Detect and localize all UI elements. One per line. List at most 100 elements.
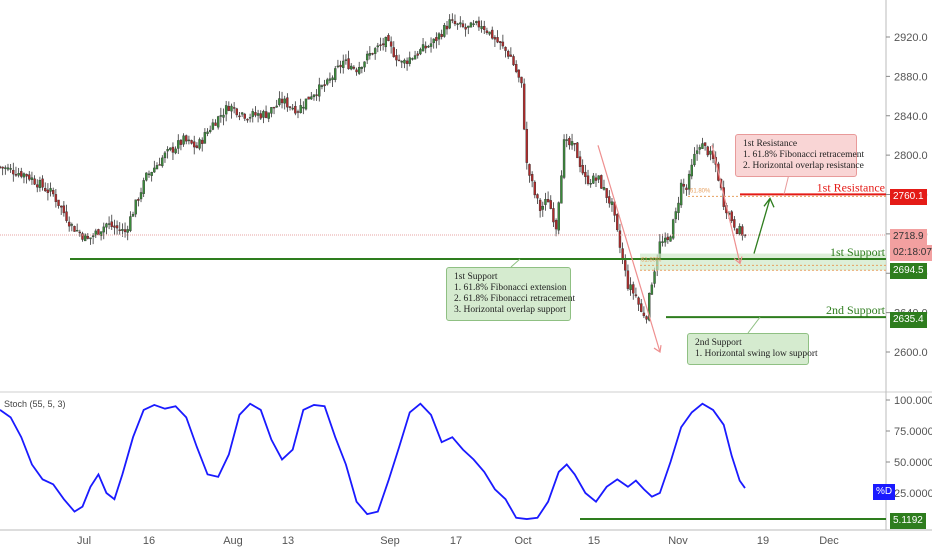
candle-body xyxy=(235,108,239,116)
candle-body xyxy=(216,116,220,128)
support-zone xyxy=(640,253,886,271)
candle-body xyxy=(347,58,350,70)
candle-body xyxy=(6,167,10,170)
candle-body xyxy=(302,106,305,109)
candle-body xyxy=(65,211,68,221)
time-tick-label: Aug xyxy=(223,535,243,547)
candle-body xyxy=(427,46,430,48)
candle-body xyxy=(493,37,497,40)
candle-body xyxy=(363,61,366,68)
level-label: 1st Support xyxy=(830,245,886,259)
time-tick-label: 15 xyxy=(588,535,600,547)
candle-body xyxy=(682,184,686,187)
candle-body xyxy=(381,43,385,46)
candle-body xyxy=(331,77,334,80)
candle-body xyxy=(62,205,66,214)
candle-body xyxy=(562,139,566,178)
candle-body xyxy=(110,221,113,227)
candle-body xyxy=(459,22,462,25)
candle-body xyxy=(357,67,361,74)
countdown-badge: 02:18:07 xyxy=(890,245,932,261)
candle-body xyxy=(520,76,523,84)
price-tick-label: 2600.0 xyxy=(894,347,928,359)
candle-body xyxy=(350,65,353,70)
candle-body xyxy=(193,141,196,148)
candle-body xyxy=(578,156,582,167)
candle-body xyxy=(97,229,100,236)
candle-body xyxy=(709,150,712,155)
candle-body xyxy=(517,69,521,78)
candle-body xyxy=(408,57,411,64)
candle-body xyxy=(698,147,701,150)
candle-body xyxy=(650,284,654,295)
candle-body xyxy=(254,112,257,116)
candle-body xyxy=(538,199,542,211)
time-tick-label: 19 xyxy=(757,535,769,547)
candle-body xyxy=(28,174,31,180)
candle-body xyxy=(397,59,401,62)
candle-body xyxy=(541,206,544,210)
stoch-tick-label: 50.0000 xyxy=(894,457,932,469)
candle-body xyxy=(328,78,332,81)
candle-body xyxy=(195,145,199,148)
time-tick-label: Dec xyxy=(819,535,839,547)
candle-body xyxy=(400,61,403,63)
candle-body xyxy=(54,194,58,203)
candle-body xyxy=(453,20,457,25)
candle-body xyxy=(549,200,552,209)
support1-price-badge: 2694.5 xyxy=(890,263,927,279)
candle-body xyxy=(642,312,646,317)
candle-body xyxy=(389,41,393,47)
candle-body xyxy=(283,98,286,104)
time-tick-label: 16 xyxy=(143,535,155,547)
candle-body xyxy=(230,105,233,112)
candle-body xyxy=(483,26,486,30)
candle-body xyxy=(496,37,499,43)
candle-body xyxy=(557,202,560,231)
candle-body xyxy=(105,223,108,228)
candle-body xyxy=(653,271,656,284)
candle-body xyxy=(267,112,270,119)
candle-body xyxy=(137,199,140,201)
projection-leg xyxy=(711,145,741,264)
candle-body xyxy=(506,50,510,57)
candle-body xyxy=(318,84,321,97)
candle-body xyxy=(259,113,262,119)
candle-body xyxy=(203,132,207,144)
candle-body xyxy=(0,166,2,168)
candle-body xyxy=(594,177,598,181)
candle-body xyxy=(570,141,574,146)
candle-body xyxy=(57,199,60,206)
candle-body xyxy=(584,171,587,177)
candle-body xyxy=(440,34,443,37)
candle-body xyxy=(166,149,169,152)
stoch-series-badge: %D xyxy=(873,484,896,500)
candle-body xyxy=(139,192,143,200)
candle-body xyxy=(126,229,129,233)
candle-body xyxy=(671,219,675,239)
candle-body xyxy=(421,44,425,52)
candle-body xyxy=(626,270,630,289)
candle-body xyxy=(376,45,380,48)
candle-body xyxy=(525,128,529,163)
stoch-tick-label: 25.0000 xyxy=(894,488,932,500)
candle-body xyxy=(464,26,467,30)
candle-body xyxy=(294,105,297,114)
candle-body xyxy=(475,21,478,23)
candle-body xyxy=(36,184,39,188)
candle-body xyxy=(695,150,699,154)
candle-body xyxy=(256,113,260,116)
price-tick-label: 2920.0 xyxy=(894,32,928,44)
candle-body xyxy=(312,94,316,98)
candle-body xyxy=(182,135,185,145)
candle-body xyxy=(552,208,555,223)
arrow-head xyxy=(653,345,662,354)
candle-body xyxy=(129,216,132,231)
candle-body xyxy=(443,25,446,37)
candle-body xyxy=(491,29,494,39)
candle-body xyxy=(278,98,281,105)
candle-body xyxy=(679,182,683,206)
candle-body xyxy=(573,143,576,145)
candle-body xyxy=(469,22,473,28)
candle-body xyxy=(147,173,151,176)
